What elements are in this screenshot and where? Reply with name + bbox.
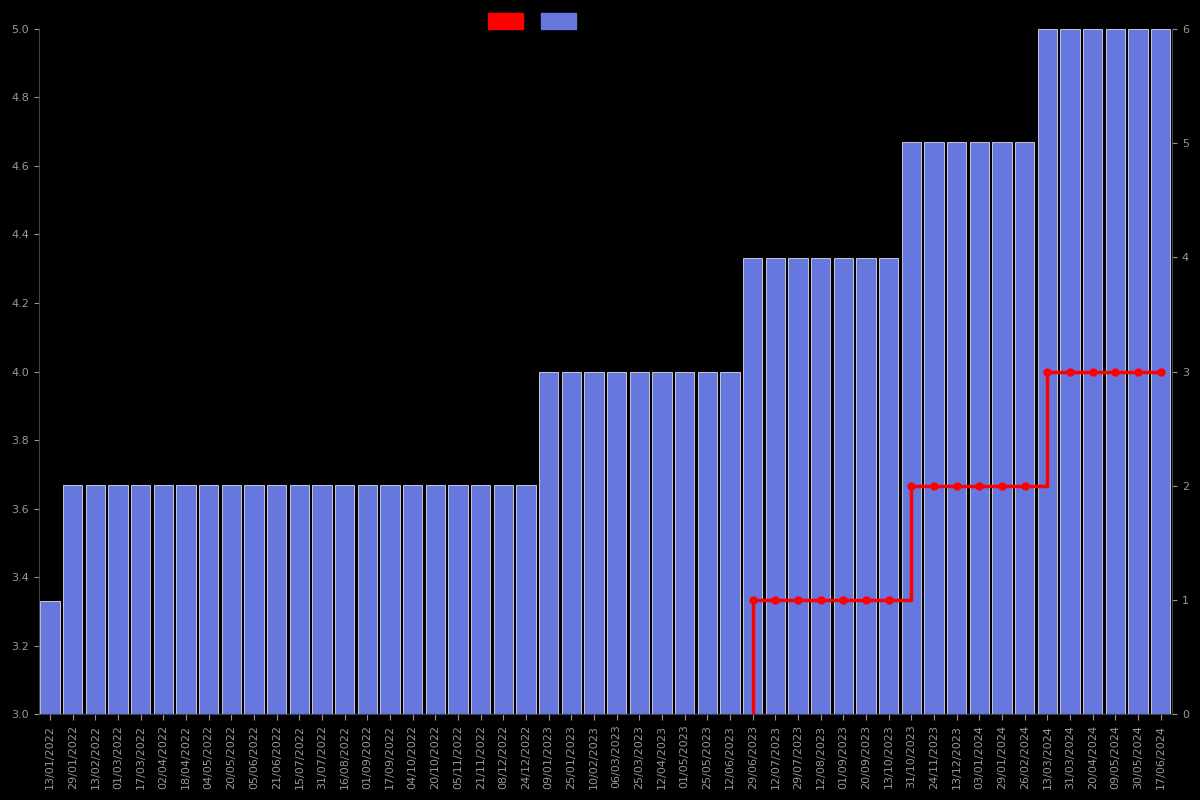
Bar [472,485,491,800]
Bar [584,371,604,800]
Bar [449,485,468,800]
Bar [811,258,830,800]
Bar [947,142,966,800]
Bar [607,371,626,800]
Bar [924,142,943,800]
Bar [108,485,127,800]
Bar [743,258,762,800]
Bar [335,485,354,800]
Bar [85,485,106,800]
Bar [630,371,649,800]
Bar [1015,142,1034,800]
Bar [720,371,739,800]
Bar [1128,29,1147,800]
Bar [1105,29,1126,800]
Bar [901,142,922,800]
Bar [154,485,173,800]
Bar [766,258,785,800]
Bar [245,485,264,800]
Bar [289,485,310,800]
Bar [676,371,695,800]
Bar [653,371,672,800]
Bar [992,142,1012,800]
Bar [176,485,196,800]
Bar [1151,29,1170,800]
Bar [516,485,535,800]
Bar [539,371,558,800]
Bar [1061,29,1080,800]
Bar [131,485,150,800]
Bar [312,485,331,800]
Bar [493,485,514,800]
Bar [380,485,400,800]
Bar [562,371,581,800]
Bar [697,371,718,800]
Bar [199,485,218,800]
Bar [880,258,899,800]
Bar [41,601,60,800]
Bar [1084,29,1103,800]
Bar [1038,29,1057,800]
Legend: , : , [484,8,590,34]
Bar [64,485,83,800]
Bar [970,142,989,800]
Bar [358,485,377,800]
Bar [857,258,876,800]
Bar [834,258,853,800]
Bar [426,485,445,800]
Bar [268,485,287,800]
Bar [403,485,422,800]
Bar [222,485,241,800]
Bar [788,258,808,800]
